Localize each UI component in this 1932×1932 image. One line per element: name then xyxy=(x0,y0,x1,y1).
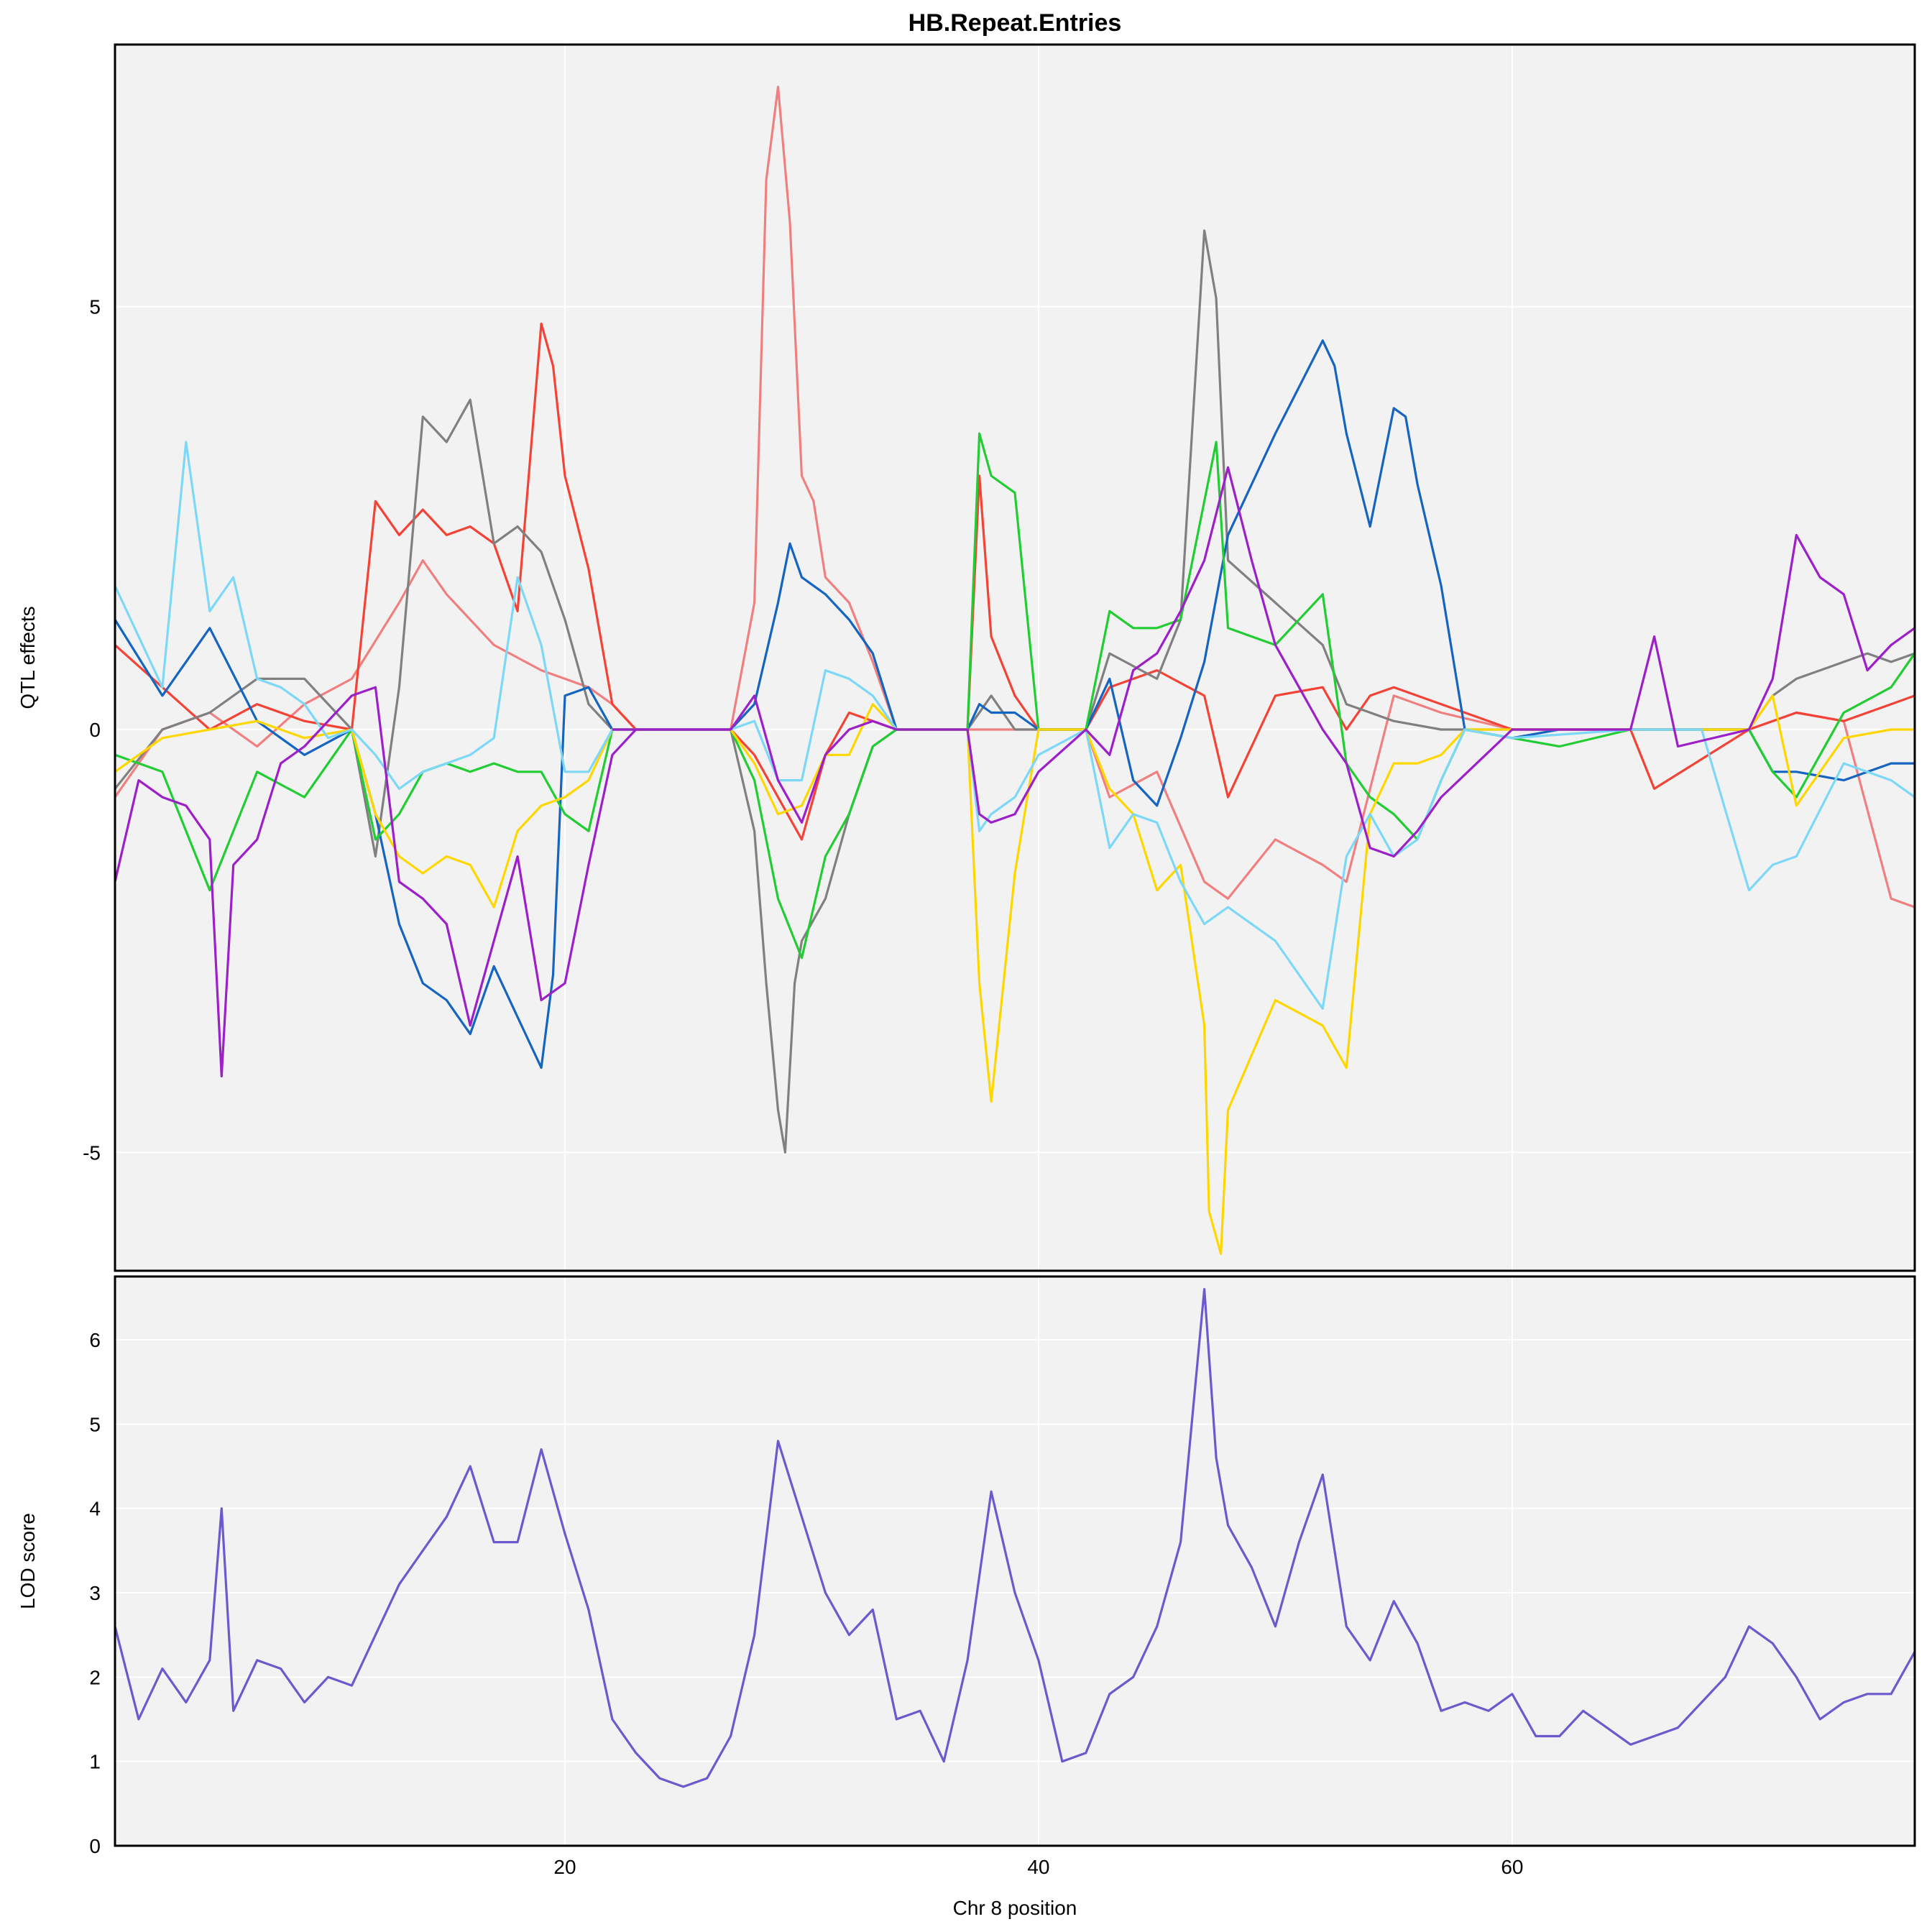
x-tick-label: 60 xyxy=(1501,1856,1523,1878)
x-axis-label: Chr 8 position xyxy=(953,1897,1077,1919)
effects-y-tick-label: -5 xyxy=(83,1141,101,1164)
x-axis-ticks: 20 40 60 xyxy=(553,1856,1523,1878)
effects-plot-background xyxy=(115,45,1915,1271)
effects-series-line-7 xyxy=(114,466,1915,1078)
lod-panel: 0 1 2 3 4 5 6 20 40 60 LOD score Chr 8 position xyxy=(17,1275,1916,1919)
effects-gridlines xyxy=(115,45,1915,1271)
lod-series-line-0 xyxy=(114,1287,1916,1788)
effects-plot-frame xyxy=(114,43,1916,1272)
lod-y-tick-label: 1 xyxy=(89,1751,101,1773)
lod-y-tick-label: 2 xyxy=(89,1666,101,1688)
x-tick-label: 20 xyxy=(553,1856,576,1878)
chart-title: HB.Repeat.Entries xyxy=(908,9,1122,37)
lod-y-tick-label: 6 xyxy=(89,1329,101,1351)
effects-series-group xyxy=(114,86,1916,1256)
lod-y-ticks: 0 1 2 3 4 5 6 xyxy=(89,1329,101,1857)
lod-y-tick-label: 5 xyxy=(89,1413,101,1435)
effects-y-axis-label: QTL effects xyxy=(17,606,39,709)
lod-y-tick-label: 0 xyxy=(89,1835,101,1857)
effects-y-tick-label: 5 xyxy=(89,296,101,318)
lod-plot-background xyxy=(115,1276,1915,1846)
effects-series-line-5 xyxy=(114,694,1915,1256)
x-tick-label: 40 xyxy=(1027,1856,1049,1878)
lod-y-axis-label: LOD score xyxy=(17,1513,39,1609)
lod-y-tick-label: 4 xyxy=(89,1498,101,1520)
effects-panel: -5 0 5 HB.Repeat.Entries QTL effects xyxy=(17,9,1916,1272)
effects-y-ticks: -5 0 5 xyxy=(83,296,101,1164)
lod-series-group xyxy=(114,1287,1916,1788)
effects-y-tick-label: 0 xyxy=(89,719,101,741)
lod-plot-frame xyxy=(114,1275,1916,1847)
lod-y-tick-label: 3 xyxy=(89,1582,101,1604)
